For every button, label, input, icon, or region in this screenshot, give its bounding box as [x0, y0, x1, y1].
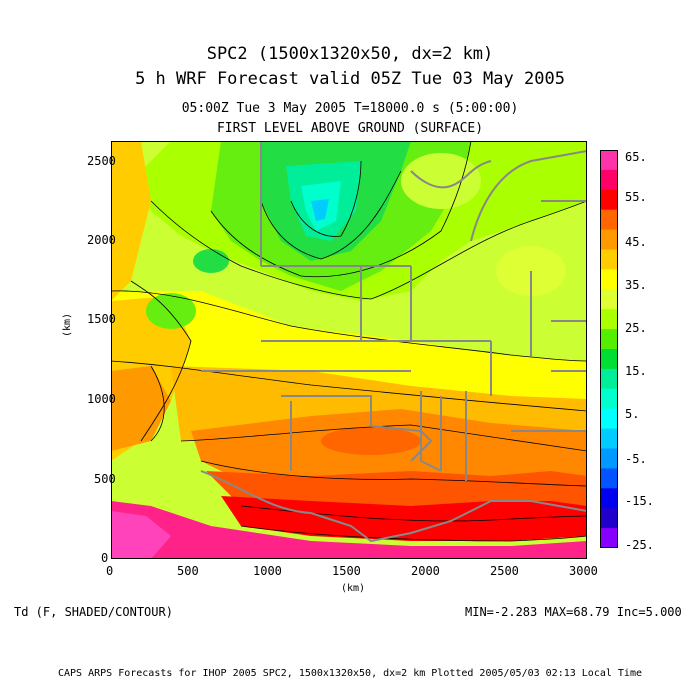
field-band-30 — [111, 291, 587, 411]
colorbar-label: 5. — [625, 407, 640, 421]
colorbar-label: 35. — [625, 278, 647, 292]
colorbar-label: 65. — [625, 150, 647, 164]
x-tick-label: 0 — [106, 564, 114, 578]
field-band-60 — [111, 501, 587, 559]
colorbar-swatch — [600, 209, 618, 231]
map-frame — [111, 141, 587, 559]
footer-caption: CAPS ARPS Forecasts for IHOP 2005 SPC2, … — [58, 668, 642, 679]
field-low-core — [311, 199, 329, 221]
x-tick-label: 3000 — [569, 564, 598, 578]
colorbar-swatch — [600, 289, 618, 310]
y-tick-label: 1500 — [87, 312, 116, 326]
field-mountain-patch-2 — [193, 249, 229, 273]
colorbar-swatch — [600, 349, 618, 370]
x-tick-label: 1500 — [332, 564, 361, 578]
colorbar — [600, 150, 618, 548]
field-stats: MIN=-2.283 MAX=68.79 Inc=5.000 — [465, 605, 682, 619]
subtitle-level: FIRST LEVEL ABOVE GROUND (SURFACE) — [216, 121, 484, 136]
colorbar-swatch — [600, 269, 618, 290]
colorbar-label: -25. — [625, 538, 654, 552]
colorbar-swatch — [600, 528, 618, 548]
y-tick-label: 0 — [101, 551, 109, 565]
y-tick-label: 2500 — [87, 154, 116, 168]
colorbar-swatch — [600, 309, 618, 330]
y-tick-label: 2000 — [87, 233, 116, 247]
field-mountain-patch-1 — [146, 293, 196, 329]
title-line-1: SPC2 (1500x1320x50, dx=2 km) — [206, 44, 494, 64]
field-southwest-40 — [111, 366, 171, 451]
y-tick-label: 500 — [94, 472, 116, 486]
colorbar-swatch — [600, 368, 618, 390]
title-line-2: 5 h WRF Forecast valid 05Z Tue 03 May 20… — [135, 69, 565, 89]
colorbar-swatch — [600, 408, 618, 430]
colorbar-swatch — [600, 329, 618, 350]
colorbar-label: -15. — [625, 494, 654, 508]
colorbar-swatch — [600, 388, 618, 410]
field-label: Td (F, SHADED/CONTOUR) — [14, 605, 173, 619]
state-borders — [200, 141, 587, 543]
contour-lines — [111, 141, 587, 542]
x-tick-label: 1000 — [253, 564, 282, 578]
colorbar-label: 25. — [625, 321, 647, 335]
colorbar-label: 45. — [625, 235, 647, 249]
colorbar-swatch — [600, 249, 618, 270]
field-band-55 — [221, 496, 587, 541]
y-tick-label: 1000 — [87, 392, 116, 406]
x-tick-label: 500 — [177, 564, 199, 578]
field-lakes-patch — [401, 153, 481, 209]
colorbar-swatch — [600, 169, 618, 191]
colorbar-frame — [600, 150, 618, 548]
colorbar-label: 55. — [625, 190, 647, 204]
colorbar-swatch — [600, 468, 618, 489]
field-west-35 — [111, 141, 151, 301]
subtitle-time: 05:00Z Tue 3 May 2005 T=18000.0 s (5:00:… — [181, 101, 519, 116]
colorbar-swatch — [600, 488, 618, 509]
colorbar-swatch — [600, 428, 618, 449]
colorbar-swatch — [600, 189, 618, 211]
x-tick-label: 2000 — [411, 564, 440, 578]
colorbar-swatch — [600, 448, 618, 469]
field-band-65 — [111, 511, 171, 559]
colorbar-swatch — [600, 150, 618, 171]
colorbar-label: -5. — [625, 452, 647, 466]
colorbar-swatch — [600, 508, 618, 529]
y-axis-label: (km) — [62, 312, 73, 337]
field-south-patch — [321, 427, 421, 455]
dewpoint-map — [111, 141, 587, 559]
x-axis-label: (km) — [341, 583, 366, 594]
colorbar-swatch — [600, 229, 618, 250]
colorbar-label: 15. — [625, 364, 647, 378]
x-tick-label: 2500 — [490, 564, 519, 578]
